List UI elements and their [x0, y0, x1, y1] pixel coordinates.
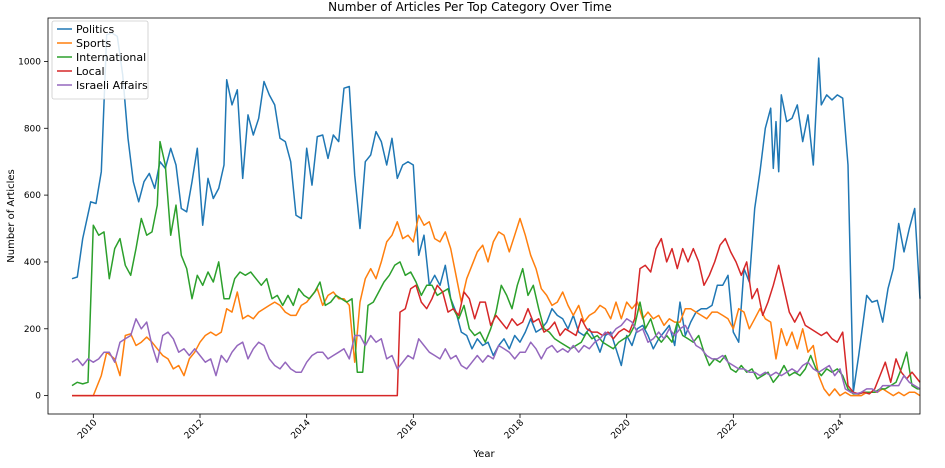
legend-entry: International: [76, 51, 146, 64]
y-tick-label: 400: [24, 258, 41, 268]
y-tick-label: 1000: [18, 57, 41, 67]
x-tick-label: 2022: [716, 418, 739, 441]
y-tick-label: 800: [24, 124, 41, 134]
x-tick-label: 2020: [610, 418, 633, 441]
y-tick-label: 600: [24, 191, 41, 201]
x-tick-label: 2014: [290, 418, 313, 441]
x-tick-label: 2012: [183, 418, 206, 441]
axes: 2010 2012 2014 2016 2018 2020 2022 2024 0 200 400 6…: [18, 17, 921, 441]
series-line-politics: [71, 32, 921, 394]
chart-title: Number of Articles Per Top Category Over…: [328, 0, 612, 14]
y-tick-label: 0: [35, 392, 41, 402]
x-tick-label: 2016: [396, 418, 419, 441]
legend-entry: Politics: [76, 23, 115, 36]
series-line-israeli-affairs: [71, 318, 921, 395]
series-line-international: [71, 140, 920, 395]
plot-lines: [71, 32, 921, 397]
legend-box: [51, 20, 149, 100]
series-line-sports: [72, 214, 921, 397]
y-axis-label: Number of Articles: [6, 169, 17, 262]
series-line-local: [72, 237, 921, 397]
legend: PoliticsSportsInternationalLocalIsraeli …: [51, 20, 149, 100]
legend-entry: Local: [76, 65, 105, 78]
legend-entry: Sports: [76, 37, 112, 50]
plot-frame: [47, 17, 921, 415]
x-tick-label: 2024: [823, 418, 846, 441]
x-tick-label: 2018: [503, 418, 526, 441]
x-axis-label: Year: [472, 449, 495, 460]
y-tick-label: 200: [24, 325, 41, 335]
legend-entry: Israeli Affairs: [76, 79, 148, 92]
x-tick-label: 2010: [76, 418, 99, 441]
